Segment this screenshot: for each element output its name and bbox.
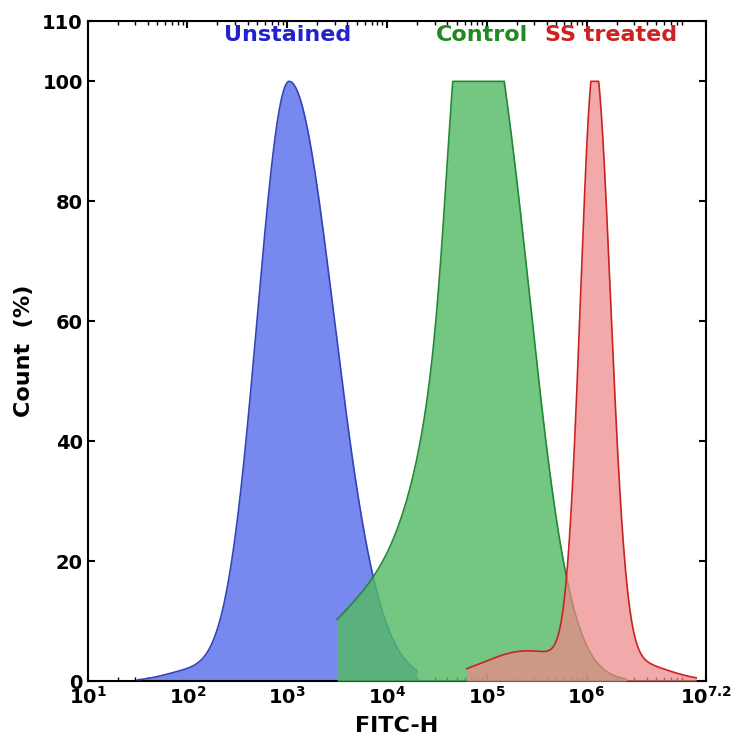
Text: Control: Control	[436, 26, 528, 46]
X-axis label: FITC-H: FITC-H	[355, 716, 439, 736]
Text: Unstained: Unstained	[224, 26, 351, 46]
Text: SS treated: SS treated	[545, 26, 677, 46]
Y-axis label: Count  (%): Count (%)	[14, 285, 34, 418]
